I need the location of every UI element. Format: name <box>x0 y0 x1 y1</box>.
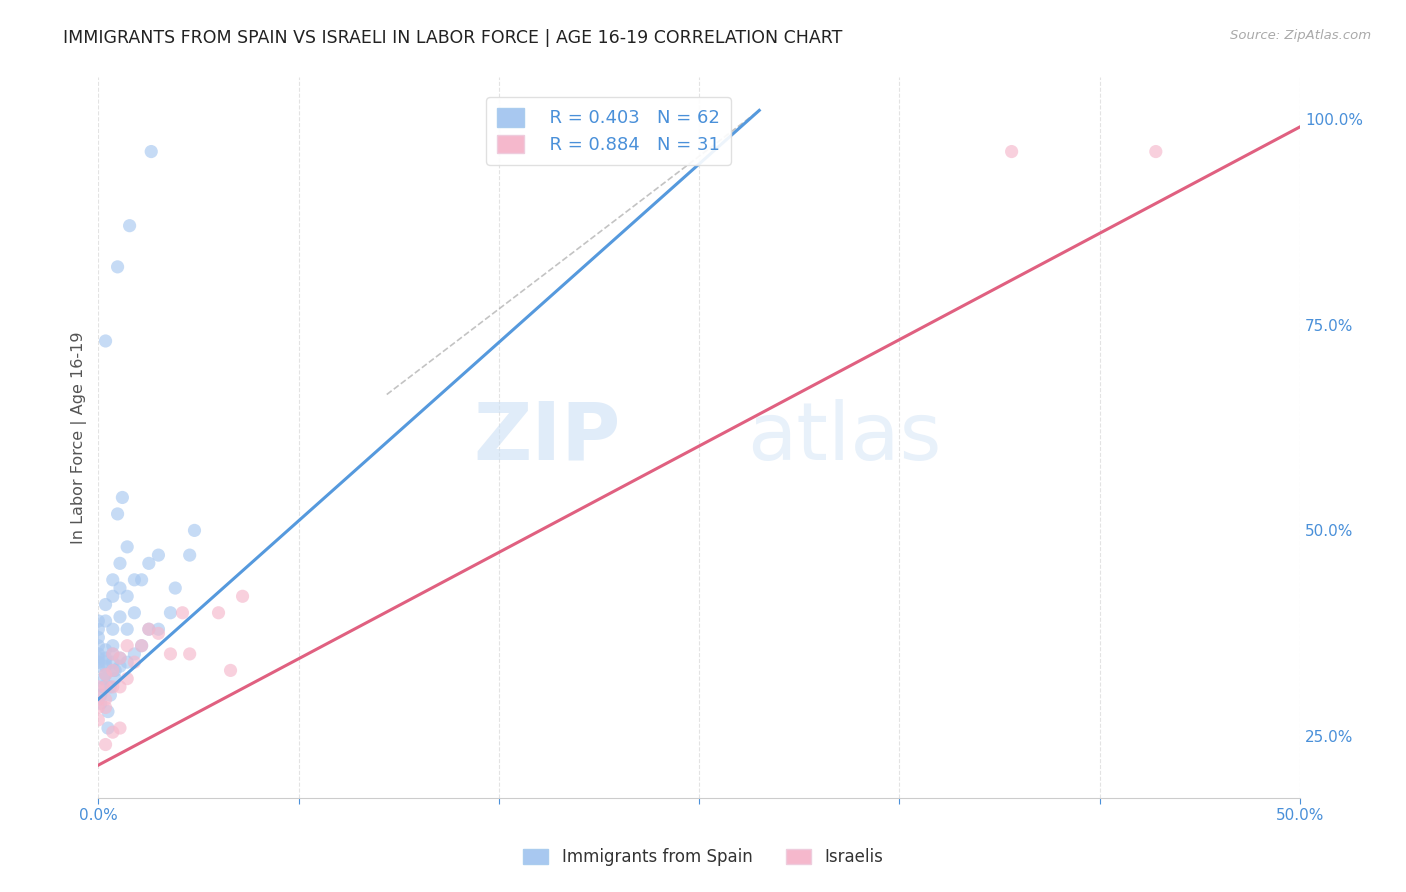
Point <box>115 589 138 603</box>
Point <box>101 655 124 669</box>
Point <box>94 738 117 752</box>
Point <box>108 610 131 624</box>
Point <box>148 548 170 562</box>
Point <box>179 647 201 661</box>
Point <box>94 667 117 681</box>
Point <box>101 664 124 678</box>
Point <box>87 631 110 645</box>
Point <box>87 659 110 673</box>
Point <box>87 622 110 636</box>
Point <box>94 659 117 673</box>
Point <box>98 680 121 694</box>
Point <box>1001 145 1024 159</box>
Point <box>107 260 129 274</box>
Point <box>97 705 120 719</box>
Point <box>124 655 146 669</box>
Point <box>148 622 170 636</box>
Point <box>94 334 117 348</box>
Point <box>101 573 124 587</box>
Point <box>94 692 117 706</box>
Point <box>104 672 127 686</box>
Point <box>159 606 181 620</box>
Point <box>101 680 124 694</box>
Point <box>131 639 153 653</box>
Text: atlas: atlas <box>747 399 942 476</box>
Point <box>207 606 229 620</box>
Text: ZIP: ZIP <box>474 399 621 476</box>
Point <box>94 667 117 681</box>
Point <box>159 647 181 661</box>
Point <box>1144 145 1167 159</box>
Point <box>141 145 163 159</box>
Point <box>104 664 127 678</box>
Point <box>90 697 112 711</box>
Point <box>87 713 110 727</box>
Point <box>91 680 114 694</box>
Point <box>101 725 124 739</box>
Point <box>118 219 141 233</box>
Point <box>138 622 160 636</box>
Text: Source: ZipAtlas.com: Source: ZipAtlas.com <box>1230 29 1371 42</box>
Point <box>94 614 117 628</box>
Point <box>108 557 131 571</box>
Point <box>87 700 110 714</box>
Point <box>94 700 117 714</box>
Legend: Immigrants from Spain, Israelis: Immigrants from Spain, Israelis <box>516 842 890 873</box>
Legend:   R = 0.403   N = 62,   R = 0.884   N = 31: R = 0.403 N = 62, R = 0.884 N = 31 <box>486 97 731 165</box>
Point <box>107 507 129 521</box>
Point <box>172 606 194 620</box>
Text: IMMIGRANTS FROM SPAIN VS ISRAELI IN LABOR FORCE | AGE 16-19 CORRELATION CHART: IMMIGRANTS FROM SPAIN VS ISRAELI IN LABO… <box>63 29 842 46</box>
Point <box>94 651 117 665</box>
Point <box>108 721 131 735</box>
Point <box>115 639 138 653</box>
Point <box>108 680 131 694</box>
Point <box>101 647 124 661</box>
Point <box>87 639 110 653</box>
Point <box>87 651 110 665</box>
Point <box>111 491 134 505</box>
Point <box>87 614 110 628</box>
Point <box>94 642 117 657</box>
Point <box>115 622 138 636</box>
Point <box>94 680 117 694</box>
Point <box>108 581 131 595</box>
Point <box>124 573 146 587</box>
Point <box>98 688 121 702</box>
Point <box>90 688 112 702</box>
Point <box>101 622 124 636</box>
Point <box>138 557 160 571</box>
Point <box>124 606 146 620</box>
Point <box>101 639 124 653</box>
Point <box>115 672 138 686</box>
Point <box>131 573 153 587</box>
Point <box>108 651 131 665</box>
Point <box>101 589 124 603</box>
Point <box>87 680 110 694</box>
Point <box>108 651 131 665</box>
Y-axis label: In Labor Force | Age 16-19: In Labor Force | Age 16-19 <box>72 332 87 544</box>
Point <box>94 655 117 669</box>
Point <box>101 664 124 678</box>
Point <box>115 540 138 554</box>
Point <box>131 639 153 653</box>
Point <box>219 664 242 678</box>
Point <box>232 589 254 603</box>
Point <box>87 647 110 661</box>
Point <box>179 548 201 562</box>
Point <box>87 692 110 706</box>
Point <box>108 659 131 673</box>
Point <box>87 655 110 669</box>
Point <box>115 655 138 669</box>
Point <box>97 721 120 735</box>
Point <box>94 598 117 612</box>
Point <box>124 647 146 661</box>
Point <box>91 672 114 686</box>
Point <box>138 622 160 636</box>
Point <box>183 524 205 538</box>
Point <box>101 647 124 661</box>
Point <box>148 626 170 640</box>
Point <box>165 581 187 595</box>
